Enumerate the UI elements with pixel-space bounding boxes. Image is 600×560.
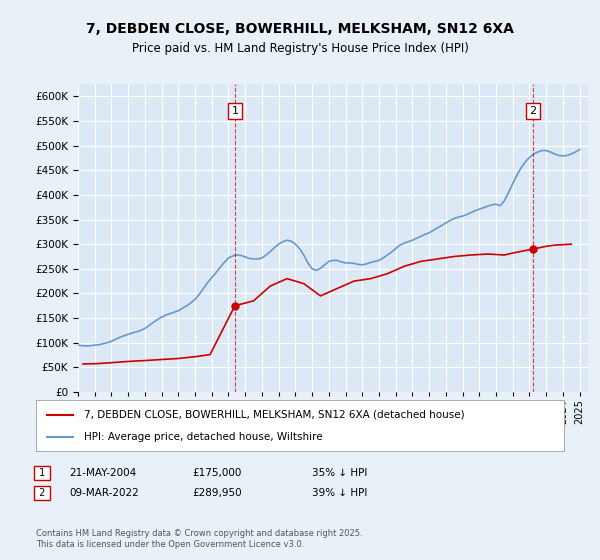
Text: 09-MAR-2022: 09-MAR-2022 [69, 488, 139, 498]
Text: 2: 2 [36, 488, 49, 498]
Text: Price paid vs. HM Land Registry's House Price Index (HPI): Price paid vs. HM Land Registry's House … [131, 42, 469, 55]
Text: 1: 1 [232, 106, 238, 116]
Text: £289,950: £289,950 [192, 488, 242, 498]
Text: 2: 2 [529, 106, 536, 116]
Text: 35% ↓ HPI: 35% ↓ HPI [312, 468, 367, 478]
Text: HPI: Average price, detached house, Wiltshire: HPI: Average price, detached house, Wilt… [83, 432, 322, 442]
Text: 7, DEBDEN CLOSE, BOWERHILL, MELKSHAM, SN12 6XA (detached house): 7, DEBDEN CLOSE, BOWERHILL, MELKSHAM, SN… [83, 409, 464, 419]
Text: 1: 1 [36, 468, 49, 478]
Text: 7, DEBDEN CLOSE, BOWERHILL, MELKSHAM, SN12 6XA: 7, DEBDEN CLOSE, BOWERHILL, MELKSHAM, SN… [86, 22, 514, 36]
Text: 21-MAY-2004: 21-MAY-2004 [69, 468, 136, 478]
Text: £175,000: £175,000 [192, 468, 241, 478]
Text: 39% ↓ HPI: 39% ↓ HPI [312, 488, 367, 498]
Text: Contains HM Land Registry data © Crown copyright and database right 2025.
This d: Contains HM Land Registry data © Crown c… [36, 529, 362, 549]
